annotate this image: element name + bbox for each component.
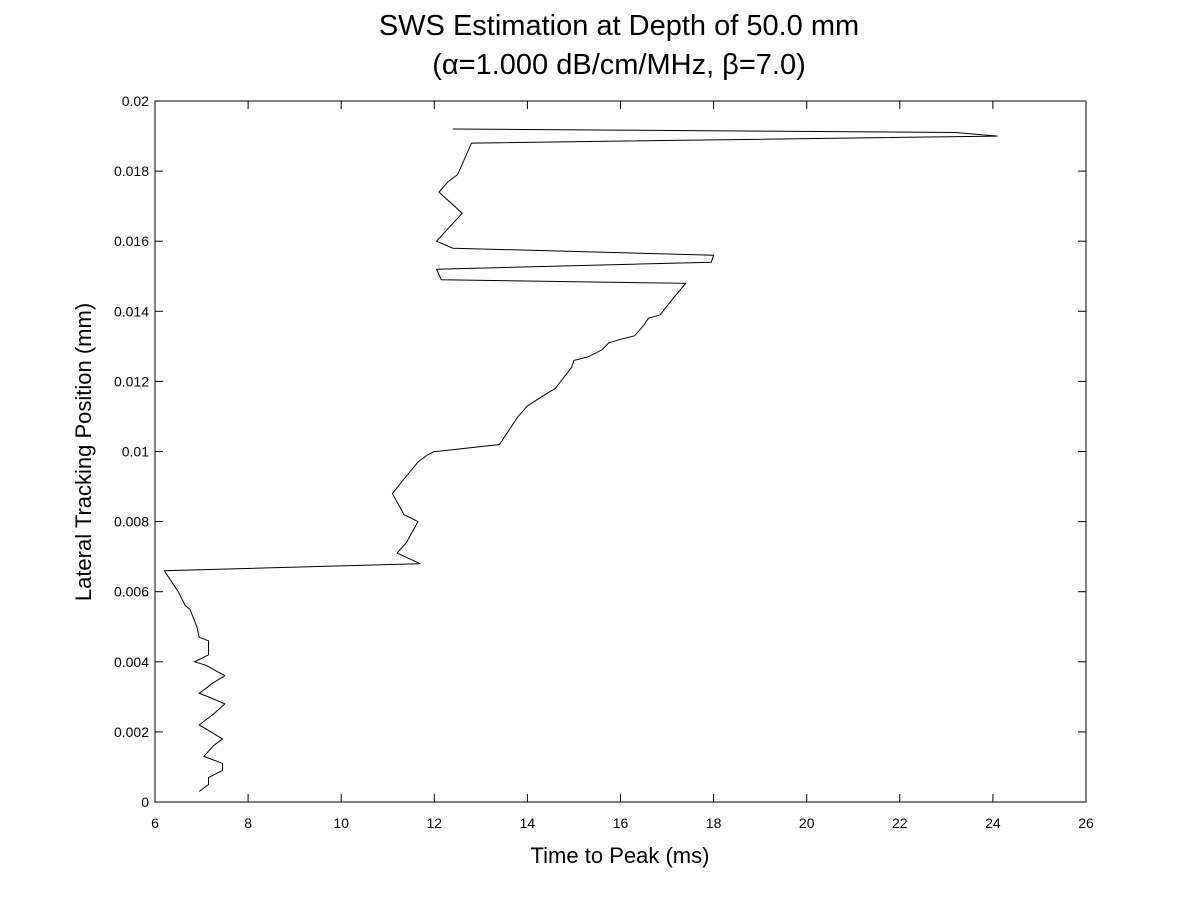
x-tick-label: 6 — [151, 815, 159, 831]
y-axis-label: Lateral Tracking Position (mm) — [71, 303, 96, 601]
x-tick-label: 26 — [1078, 815, 1094, 831]
x-tick-label: 12 — [427, 815, 443, 831]
y-tick-label: 0.02 — [122, 93, 149, 109]
y-axis-ticks: 0 0.002 0.004 0.006 0.008 0.01 0.012 0.014 0.016… — [114, 93, 1086, 810]
x-tick-label: 8 — [244, 815, 252, 831]
chart-subtitle: (α=1.000 dB/cm/MHz, β=7.0) — [432, 49, 806, 81]
y-tick-label: 0.016 — [114, 233, 149, 249]
x-tick-label: 14 — [520, 815, 536, 831]
y-tick-label: 0.014 — [114, 303, 149, 319]
plot-area — [154, 100, 1087, 803]
x-tick-label: 16 — [613, 815, 629, 831]
series-layer — [163, 128, 998, 792]
x-tick-label: 24 — [985, 815, 1001, 831]
y-tick-label: 0.018 — [114, 163, 149, 179]
chart-title: SWS Estimation at Depth of 50.0 mm — [379, 10, 859, 42]
y-tick-label: 0.002 — [114, 724, 149, 740]
x-tick-label: 18 — [706, 815, 722, 831]
x-tick-label: 10 — [333, 815, 349, 831]
y-tick-label: 0.01 — [122, 444, 149, 460]
y-tick-label: 0.012 — [114, 373, 149, 389]
y-tick-label: 0.004 — [114, 654, 149, 670]
y-tick-label: 0.008 — [114, 514, 149, 530]
x-tick-label: 20 — [799, 815, 815, 831]
y-tick-label: 0.006 — [114, 584, 149, 600]
x-axis-ticks: 6 8 10 12 14 16 18 20 22 24 26 — [151, 101, 1094, 831]
y-tick-label: 0 — [141, 794, 149, 810]
x-axis-label: Time to Peak (ms) — [531, 843, 710, 868]
series-line-0 — [163, 128, 998, 792]
x-tick-label: 22 — [892, 815, 908, 831]
